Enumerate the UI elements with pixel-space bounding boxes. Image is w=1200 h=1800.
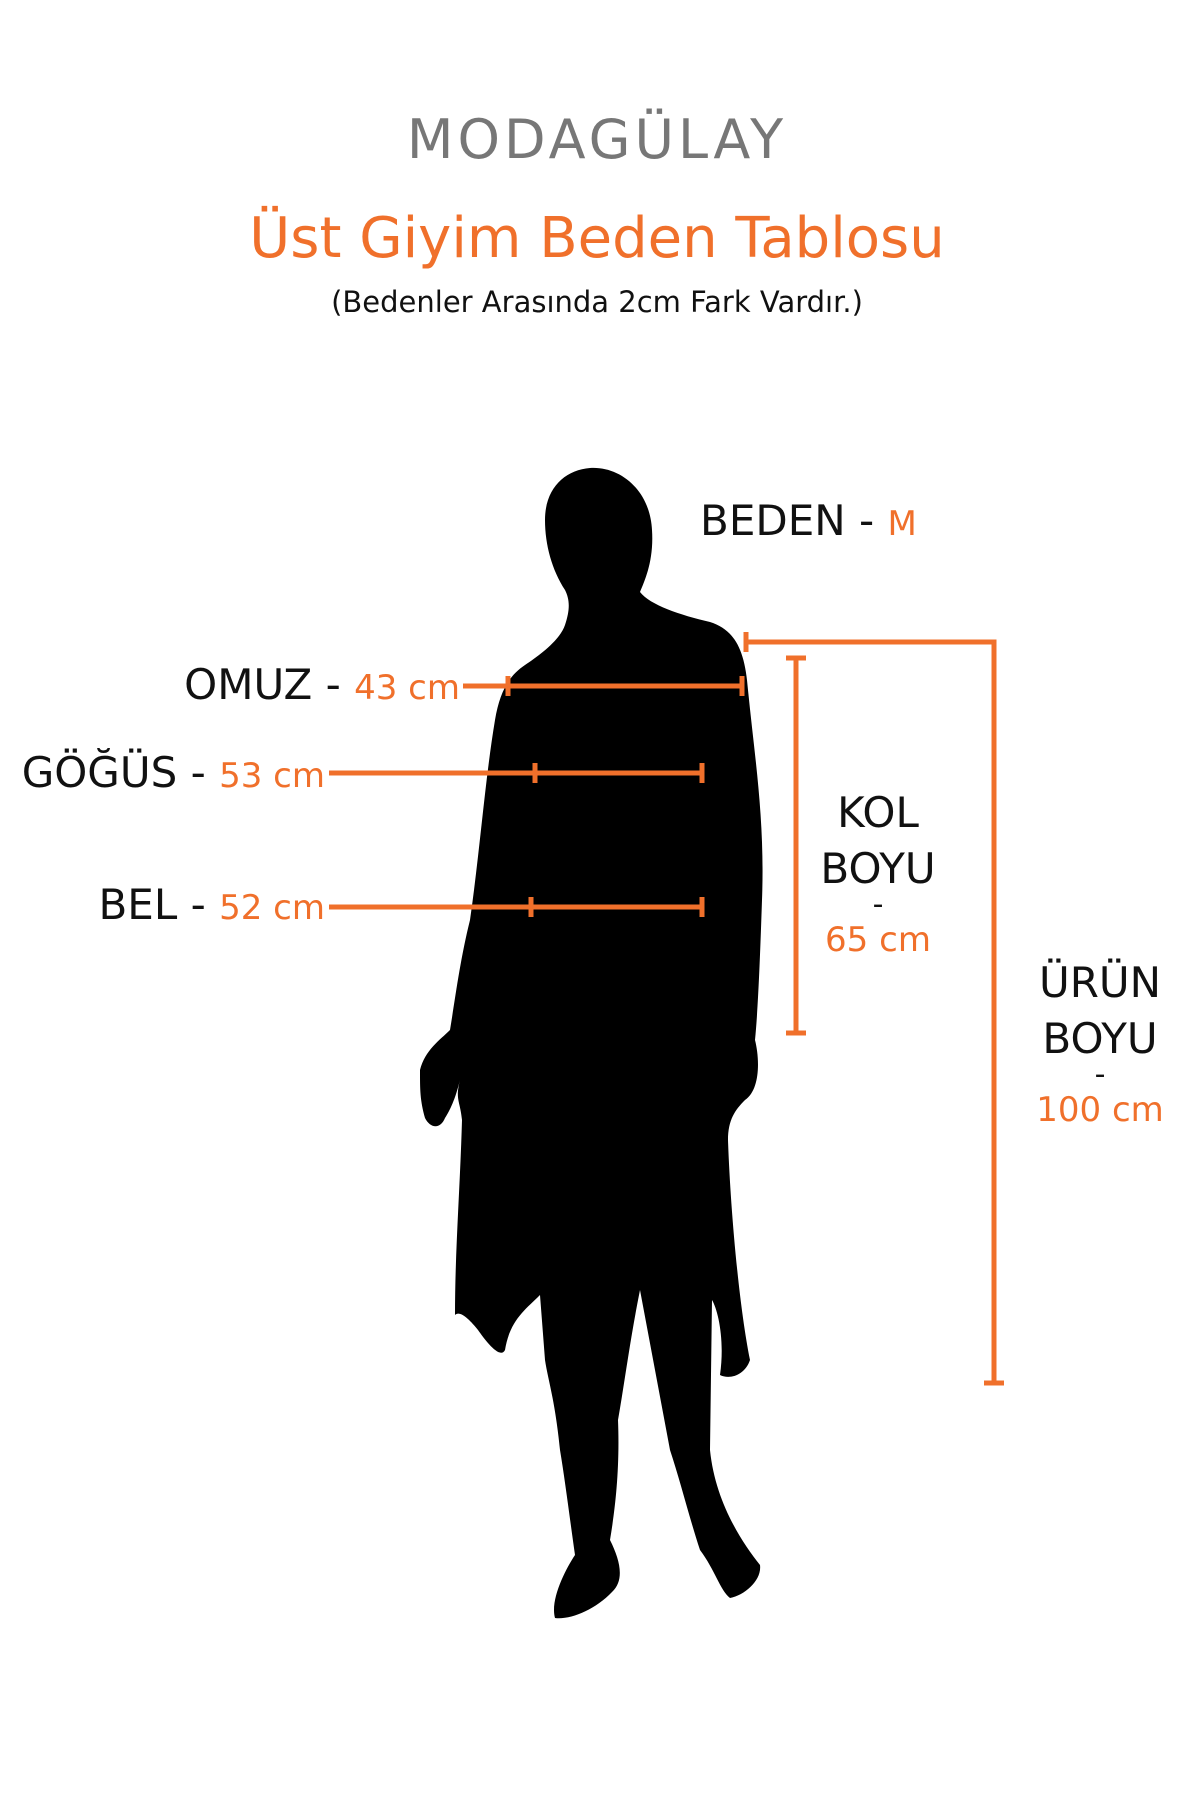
waist-value: 52 cm: [219, 888, 325, 928]
sleeve-length-label: KOL BOYU - 65 cm: [820, 788, 936, 961]
measure-lines: [329, 632, 1004, 1386]
length-separator: -: [1094, 1057, 1106, 1092]
shoulder-measure-line: [463, 676, 745, 696]
page-subtitle: (Bedenler Arasında 2cm Fark Vardır.): [331, 285, 863, 319]
shoulder-value: 43 cm: [354, 668, 460, 708]
chest-label-text: GÖĞÜS -: [21, 748, 206, 797]
sleeve-line1: KOL: [837, 788, 919, 837]
length-line2: BOYU: [1042, 1014, 1158, 1063]
brand-logo: MODAGÜLAY: [406, 108, 788, 171]
chest-label: GÖĞÜS - 53 cm: [22, 748, 325, 797]
size-label: BEDEN - M: [700, 496, 917, 545]
length-value: 100 cm: [1036, 1090, 1164, 1130]
length-measure-line: [743, 632, 1004, 1386]
size-label-text: BEDEN -: [700, 496, 875, 545]
shoulder-label-text: OMUZ -: [184, 660, 341, 709]
length-line1: ÜRÜN: [1038, 958, 1162, 1007]
sleeve-line2: BOYU: [820, 844, 936, 893]
shoulder-label: OMUZ - 43 cm: [184, 660, 460, 709]
waist-label: BEL - 52 cm: [98, 880, 325, 929]
waist-label-text: BEL -: [98, 880, 206, 929]
page-title: Üst Giyim Beden Tablosu: [249, 206, 945, 271]
chest-measure-line: [329, 763, 705, 783]
person-silhouette: [420, 467, 763, 1619]
sleeve-measure-line: [786, 655, 806, 1036]
product-length-label: ÜRÜN BOYU - 100 cm: [1036, 958, 1164, 1131]
waist-measure-line: [329, 897, 705, 917]
sleeve-value: 65 cm: [825, 920, 931, 960]
chest-value: 53 cm: [219, 756, 325, 796]
sleeve-separator: -: [872, 887, 884, 922]
size-value: M: [887, 504, 917, 544]
